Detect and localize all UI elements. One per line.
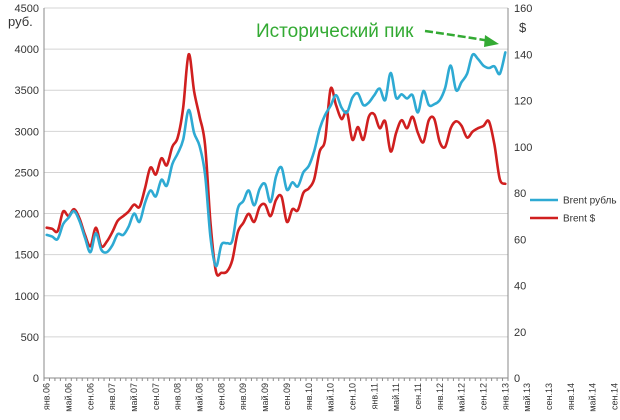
right-tick-label: 120 <box>514 96 532 108</box>
x-tick-label: сен.06 <box>85 383 95 410</box>
left-tick-label: 4000 <box>15 44 39 56</box>
left-tick-label: 0 <box>33 373 39 385</box>
left-tick-label: 1500 <box>15 250 39 262</box>
right-tick-label: 160 <box>514 3 532 15</box>
x-tick-label: янв.13 <box>500 383 510 410</box>
right-tick-label: 20 <box>514 327 526 339</box>
left-tick-label: 4500 <box>15 3 39 15</box>
x-tick-label: янв.11 <box>369 383 379 409</box>
right-tick-label: 100 <box>514 142 532 154</box>
x-tick-label: май.09 <box>260 383 270 412</box>
annotation-arrowhead <box>484 35 499 47</box>
right-tick-label: 40 <box>514 281 526 293</box>
x-tick-label: май.10 <box>326 383 336 412</box>
left-tick-label: 3000 <box>15 126 39 138</box>
series-line-0 <box>45 51 507 268</box>
x-tick-label: янв.08 <box>173 383 183 410</box>
annotation-arrow <box>424 29 491 43</box>
x-tick-label: сен.10 <box>347 383 357 410</box>
series-lines <box>45 51 507 277</box>
x-tick-label: сен.11 <box>413 383 423 409</box>
left-tick-label: 2500 <box>15 167 39 179</box>
right-axis-unit: $ <box>519 20 527 35</box>
left-tick-label: 2000 <box>15 209 39 221</box>
x-tick-label: янв.12 <box>435 383 445 410</box>
legend: Brent рубль Brent $ <box>530 195 617 225</box>
legend-label: Brent $ <box>563 214 596 225</box>
x-tick-label: янв.14 <box>566 383 576 410</box>
series-line-1 <box>45 52 507 277</box>
annotation-text: Исторический пик <box>256 21 414 42</box>
left-tick-label: 500 <box>21 332 39 344</box>
left-tick-label: 1000 <box>15 291 39 303</box>
x-tick-label: май.06 <box>64 383 74 412</box>
x-tick-label: сен.08 <box>216 383 226 410</box>
x-tick-label: янв.09 <box>238 383 248 410</box>
x-tick-label: май.13 <box>522 383 532 412</box>
x-tick-label: янв.07 <box>107 383 117 410</box>
x-tick-label: сен.14 <box>609 383 619 410</box>
left-tick-label: 3500 <box>15 85 39 97</box>
x-tick-label: сен.07 <box>151 383 161 410</box>
annotation: Исторический пик <box>256 21 499 47</box>
x-tick-label: сен.13 <box>544 383 554 410</box>
axes: 0 500 1000 1500 2000 2500 3000 3500 4000 4500 0 20 4… <box>15 3 620 412</box>
x-tick-label: май.14 <box>588 383 598 412</box>
x-tick-label: сен.09 <box>282 383 292 410</box>
left-axis-unit: руб. <box>8 14 33 29</box>
x-tick-label: май.08 <box>195 383 205 412</box>
x-tick-label: май.12 <box>457 383 467 412</box>
x-tick-label: янв.06 <box>42 383 52 410</box>
legend-label: Brent рубль <box>563 195 617 207</box>
right-tick-label: 80 <box>514 188 526 200</box>
right-tick-label: 140 <box>514 49 532 61</box>
x-tick-label: май.11 <box>391 383 401 411</box>
x-tick-label: янв.10 <box>304 383 314 410</box>
x-tick-label: май.07 <box>129 383 139 412</box>
x-tick-label: сен.12 <box>478 383 488 410</box>
right-tick-label: 60 <box>514 234 526 246</box>
right-tick-label: 0 <box>514 373 520 385</box>
